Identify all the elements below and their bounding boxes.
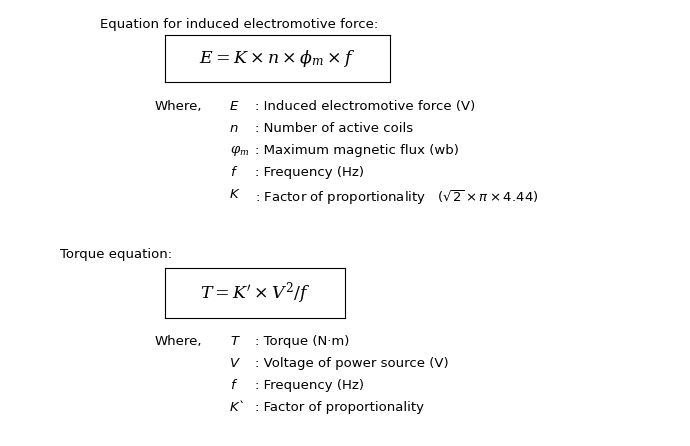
Text: $\varphi_m$: $\varphi_m$ [230, 144, 249, 158]
Text: n: n [230, 122, 238, 135]
Text: Torque equation:: Torque equation: [60, 248, 172, 261]
Text: Where,: Where, [155, 100, 202, 113]
Text: f: f [230, 166, 235, 179]
Text: : Factor of proportionality   ($\sqrt{2} \times \pi \times 4.44$): : Factor of proportionality ($\sqrt{2} \… [255, 188, 538, 207]
Text: : Maximum magnetic flux (wb): : Maximum magnetic flux (wb) [255, 144, 459, 157]
Text: f: f [230, 379, 235, 392]
Text: : Frequency (Hz): : Frequency (Hz) [255, 379, 364, 392]
Text: Equation for induced electromotive force:: Equation for induced electromotive force… [100, 18, 378, 31]
Text: : Factor of proportionality: : Factor of proportionality [255, 401, 424, 414]
Text: : Torque (N·m): : Torque (N·m) [255, 335, 349, 348]
Text: T: T [230, 335, 238, 348]
Text: : Number of active coils: : Number of active coils [255, 122, 413, 135]
Text: K`: K` [230, 401, 246, 414]
Text: $T = K'\times V^2 / f$: $T = K'\times V^2 / f$ [199, 280, 310, 306]
Text: : Induced electromotive force (V): : Induced electromotive force (V) [255, 100, 475, 113]
Text: : Voltage of power source (V): : Voltage of power source (V) [255, 357, 448, 370]
Text: Where,: Where, [155, 335, 202, 348]
Text: K: K [230, 188, 239, 201]
Text: $E = K \times n \times \phi_m \times f$: $E = K \times n \times \phi_m \times f$ [199, 48, 356, 69]
Text: V: V [230, 357, 239, 370]
Text: E: E [230, 100, 238, 113]
Text: : Frequency (Hz): : Frequency (Hz) [255, 166, 364, 179]
